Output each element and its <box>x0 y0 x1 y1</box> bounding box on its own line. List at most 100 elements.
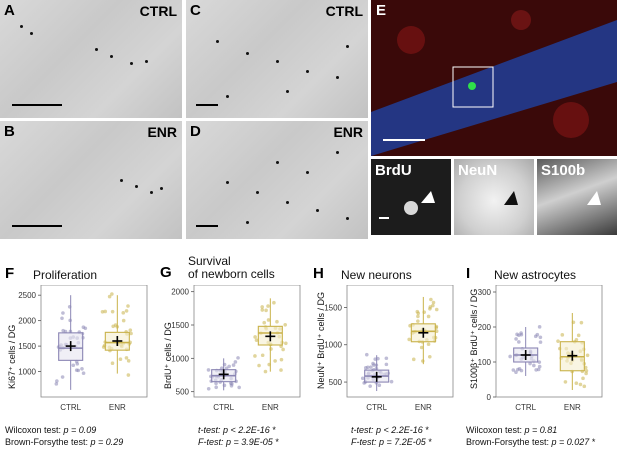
data-point <box>537 360 542 364</box>
data-point <box>407 337 411 342</box>
x-tick-label: CTRL <box>515 403 536 412</box>
micrograph-c: C CTRL <box>186 0 368 118</box>
panel-letter-h: H <box>313 265 324 282</box>
data-point <box>236 356 240 360</box>
data-point <box>426 314 431 319</box>
data-point <box>574 381 579 386</box>
data-point <box>416 311 421 316</box>
cell-dot <box>276 161 279 164</box>
data-point <box>214 385 218 390</box>
panel-letter-a: A <box>4 2 15 19</box>
data-point <box>264 308 268 313</box>
y-tick-label: 1500 <box>171 321 189 330</box>
data-point <box>83 326 88 331</box>
data-point <box>54 382 59 386</box>
y-tick-label: 200 <box>478 323 492 332</box>
stat-p-value: p = 0.09 <box>63 425 97 435</box>
cell-dot <box>150 191 153 194</box>
brdu-cell-marker <box>379 191 435 219</box>
cell-dot <box>145 60 148 63</box>
data-point <box>576 333 581 338</box>
data-point <box>121 318 126 323</box>
cell-dot <box>276 60 279 63</box>
stat-test-name: Wilcoxon test: <box>466 425 525 435</box>
data-point <box>61 311 65 315</box>
data-point <box>519 368 524 373</box>
scale-bar-a <box>12 104 62 106</box>
stat-test-name: Wilcoxon test: <box>5 425 64 435</box>
data-point <box>269 347 273 351</box>
panel-letter-d: D <box>190 123 201 140</box>
data-point <box>360 376 365 381</box>
data-point <box>110 309 115 314</box>
x-tick-label: CTRL <box>366 403 387 412</box>
significance-star: * <box>422 425 429 435</box>
data-point <box>126 304 130 308</box>
data-point <box>68 318 72 323</box>
data-point <box>100 310 105 314</box>
cell-dot <box>226 95 229 98</box>
data-point <box>434 307 439 312</box>
data-point <box>81 371 86 376</box>
data-point <box>419 345 424 350</box>
data-point <box>537 364 542 369</box>
data-point <box>231 363 236 367</box>
cell-dot <box>160 187 163 190</box>
data-point <box>128 328 133 332</box>
cell-dot <box>336 151 339 154</box>
stat-line: Wilcoxon test: p = 0.09 <box>5 425 96 435</box>
data-point <box>272 300 276 305</box>
panel-letter-f: F <box>5 265 15 282</box>
s100b-arrow-marker <box>587 191 601 205</box>
x-tick-label: ENR <box>415 403 432 412</box>
data-point <box>517 340 521 344</box>
micrograph-a: A CTRL <box>0 0 182 118</box>
data-point <box>363 366 368 370</box>
data-point <box>581 376 585 381</box>
channel-label-s100b: S100b <box>541 162 586 179</box>
data-point <box>519 332 524 337</box>
y-tick-label: 0 <box>487 393 492 402</box>
plot-title-f: Proliferation <box>33 269 97 282</box>
stat-line: F-test: p = 3.9E-05 * <box>198 437 279 447</box>
data-point <box>528 361 532 366</box>
data-point <box>124 309 129 313</box>
cell-dot <box>286 90 289 93</box>
cell-dot <box>306 171 309 174</box>
plot-title-h: New neurons <box>341 269 412 282</box>
data-point <box>260 353 265 358</box>
cell-dot <box>256 191 259 194</box>
data-point <box>428 305 433 309</box>
cell-dot <box>346 45 349 48</box>
data-point <box>283 322 287 327</box>
y-tick-label: 1500 <box>324 303 342 312</box>
panel-letter-c: C <box>190 2 201 19</box>
data-point <box>556 339 560 343</box>
data-point <box>254 338 259 342</box>
stat-p-value: p = 7.2E-05 <box>379 437 426 447</box>
data-point <box>206 368 211 372</box>
cell-dot <box>120 179 123 182</box>
plot-frame <box>346 285 454 398</box>
y-tick-label: 1000 <box>18 368 36 377</box>
data-point <box>373 357 378 361</box>
data-point <box>55 379 59 383</box>
y-tick-label: 100 <box>478 358 492 367</box>
data-point <box>536 367 541 372</box>
data-point <box>101 345 106 349</box>
channel-label-neun: NeuN <box>458 162 498 179</box>
box-plot-i: 0 100 200 300 CTRL ENR <box>478 285 603 412</box>
data-point <box>427 354 432 359</box>
stat-test-name: Brown-Forsythe test: <box>466 437 552 447</box>
condition-label-a: CTRL <box>139 3 177 19</box>
data-point <box>266 318 271 322</box>
y-tick-label: 300 <box>478 288 492 297</box>
inset-s100b: S100b <box>537 159 617 235</box>
data-point <box>233 360 238 364</box>
micrograph-e: E <box>371 0 617 156</box>
data-point <box>126 373 131 377</box>
cell-dot <box>316 209 319 212</box>
plot-title-line: Proliferation <box>33 268 98 282</box>
data-point <box>281 347 285 352</box>
stat-p-value: p = 0.29 <box>90 437 124 447</box>
